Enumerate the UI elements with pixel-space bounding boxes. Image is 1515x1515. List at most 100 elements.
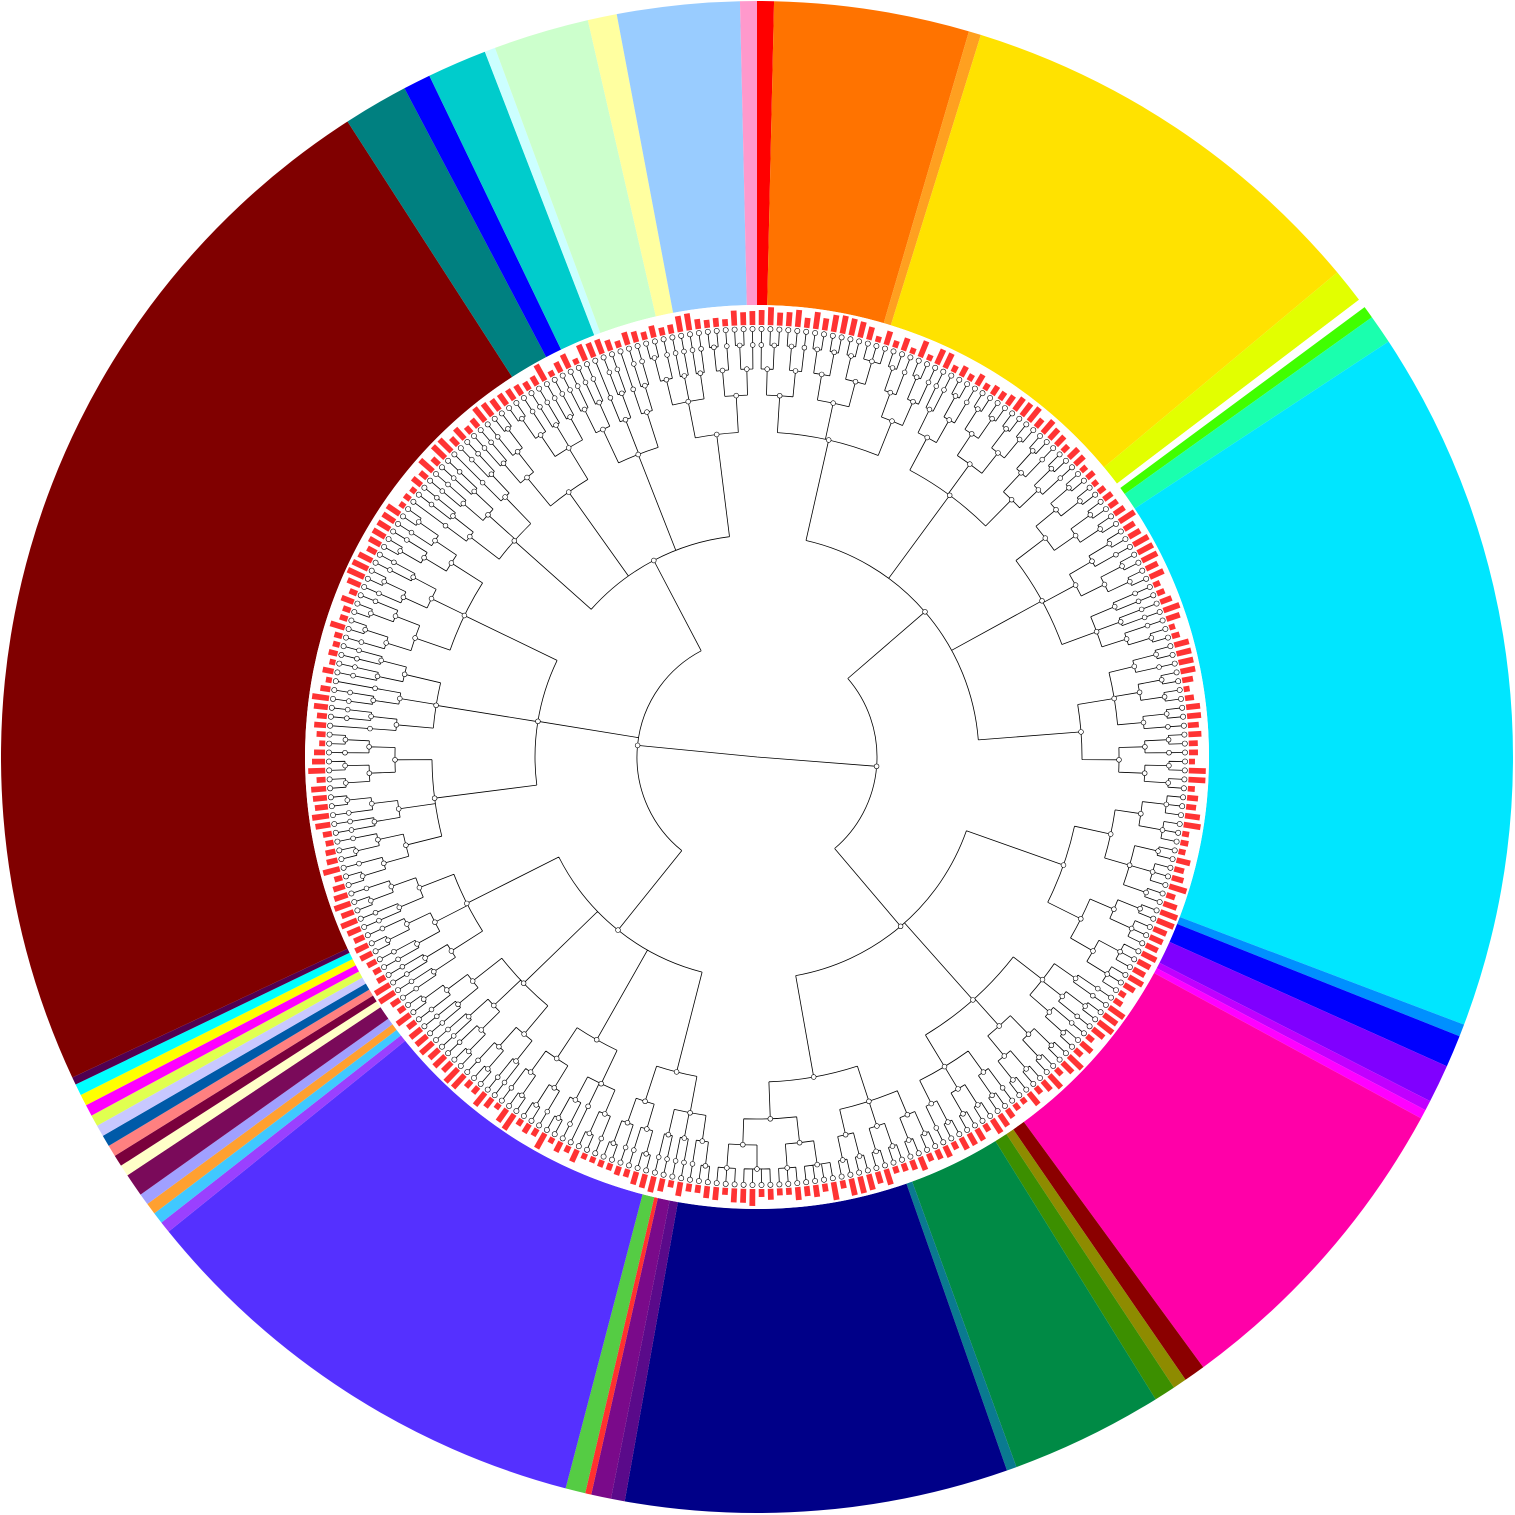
internal-node [404, 971, 410, 977]
internal-node [749, 342, 756, 348]
internal-node [342, 736, 349, 743]
clade-ring-sector [97, 977, 366, 1136]
leaf-node [660, 1171, 667, 1178]
leaf-node [678, 332, 685, 339]
leaf-bar [776, 312, 784, 326]
internal-node [1035, 487, 1042, 493]
leaf-bar [325, 839, 335, 847]
leaf-bar [785, 311, 793, 327]
internal-node [733, 392, 739, 399]
leaf-bar [332, 640, 341, 648]
leaf-node [600, 1153, 607, 1160]
leaf-node [643, 1167, 650, 1174]
leaf-node [821, 1176, 827, 1183]
internal-node [913, 374, 920, 380]
leaf-bar [648, 325, 657, 339]
clade-ring-sector [585, 1197, 658, 1495]
leaf-bar [1188, 730, 1202, 738]
leaf-bar [722, 1187, 729, 1196]
internal-node [344, 797, 350, 803]
clade-ring-sector [494, 20, 656, 334]
leaf-bar [333, 900, 352, 912]
leaf-bar [372, 966, 383, 976]
internal-node [421, 996, 427, 1002]
internal-node [593, 1036, 600, 1043]
internal-node [643, 1151, 649, 1157]
leaf-bar [712, 317, 720, 328]
internal-node [410, 574, 416, 580]
internal-node [376, 917, 382, 924]
leaf-bar [530, 1127, 540, 1138]
internal-node [897, 923, 904, 929]
leaf-bar [339, 613, 349, 622]
leaf-bar [830, 1181, 840, 1201]
internal-node [391, 559, 397, 565]
leaf-node [1122, 972, 1129, 978]
leaf-bar [449, 436, 461, 448]
internal-node [450, 513, 456, 519]
leaf-bar [378, 989, 397, 1005]
internal-node [342, 762, 348, 769]
leaf-node [1117, 528, 1124, 535]
internal-node [624, 1119, 631, 1126]
leaf-bar [547, 1136, 556, 1145]
internal-node [1149, 869, 1156, 875]
leaf-bar [346, 925, 362, 937]
internal-node [363, 885, 370, 892]
internal-node [391, 948, 397, 955]
leaf-bar [1066, 1053, 1084, 1071]
leaf-node [1023, 421, 1030, 428]
clade-ring-sector [995, 1134, 1174, 1400]
leaf-node [513, 1108, 520, 1114]
leaf-bar [505, 388, 517, 402]
leaf-node [899, 1156, 905, 1163]
leaf-node [964, 1127, 970, 1133]
leaf-bar [1053, 434, 1067, 448]
leaf-bar [1173, 638, 1190, 648]
leaf-bar [1066, 446, 1081, 461]
leaf-node [740, 1181, 747, 1188]
clade-ring-sector [624, 1183, 1007, 1513]
leaf-bar [1144, 942, 1159, 954]
leaf-node [433, 471, 439, 477]
leaf-bar [1184, 812, 1201, 821]
leaf-bar [1165, 892, 1176, 901]
leaf-bar [381, 511, 397, 525]
leaf-node [427, 477, 433, 484]
leaf-node [1156, 609, 1163, 615]
internal-node [946, 417, 952, 423]
leaf-node [395, 987, 401, 993]
leaf-node [609, 1156, 615, 1163]
internal-node [792, 368, 799, 374]
internal-node [1126, 862, 1133, 868]
internal-node [375, 836, 381, 843]
leaf-node [812, 1178, 818, 1184]
leaf-node [1173, 838, 1180, 845]
leaf-bar [1127, 974, 1145, 988]
leaf-node [882, 1162, 888, 1169]
leaf-bar [1188, 740, 1198, 747]
leaf-bar [1073, 454, 1086, 467]
internal-node [1132, 590, 1138, 597]
leaf-bar [333, 892, 349, 902]
leaf-node [924, 361, 930, 368]
leaf-bar [547, 369, 556, 378]
leaf-node [856, 338, 862, 345]
leaf-node [1139, 567, 1146, 574]
leaf-node [803, 1179, 810, 1186]
leaf-bar [909, 347, 917, 355]
leaf-bar [925, 353, 934, 362]
leaf-node [395, 521, 401, 527]
internal-node [1117, 619, 1124, 625]
leaf-bar [740, 312, 747, 326]
internal-node [664, 352, 670, 358]
leaf-node [882, 345, 888, 352]
internal-node [403, 842, 409, 848]
leaf-node [1176, 687, 1183, 693]
clade-ring-sector [1177, 917, 1465, 1037]
internal-node [928, 1100, 934, 1107]
leaf-bar [472, 406, 488, 424]
internal-node [481, 445, 488, 451]
internal-node [839, 1157, 846, 1163]
